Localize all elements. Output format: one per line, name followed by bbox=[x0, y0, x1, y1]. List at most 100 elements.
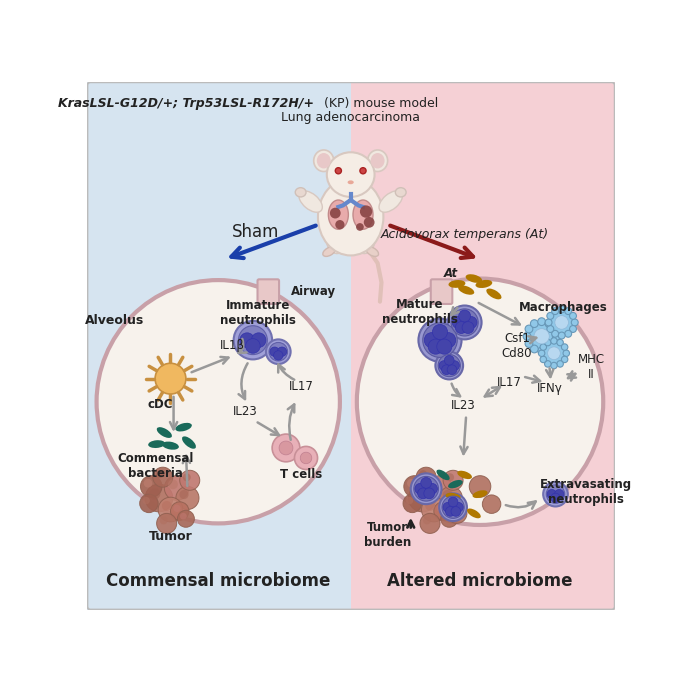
Text: Commensal microbiome: Commensal microbiome bbox=[106, 572, 330, 590]
Circle shape bbox=[357, 279, 603, 525]
Circle shape bbox=[459, 310, 471, 322]
Ellipse shape bbox=[458, 286, 474, 295]
Circle shape bbox=[155, 363, 186, 394]
Circle shape bbox=[447, 503, 467, 523]
Circle shape bbox=[168, 479, 178, 489]
Ellipse shape bbox=[473, 490, 488, 498]
Circle shape bbox=[270, 347, 279, 356]
Circle shape bbox=[439, 486, 462, 510]
Ellipse shape bbox=[323, 247, 336, 256]
Ellipse shape bbox=[379, 191, 402, 212]
Text: IL23: IL23 bbox=[451, 399, 475, 412]
Text: MHC
II: MHC II bbox=[578, 353, 606, 381]
Circle shape bbox=[551, 493, 560, 503]
Circle shape bbox=[456, 321, 467, 334]
Circle shape bbox=[437, 339, 452, 354]
Circle shape bbox=[555, 490, 564, 499]
Ellipse shape bbox=[366, 247, 379, 256]
Circle shape bbox=[543, 482, 568, 506]
Circle shape bbox=[547, 347, 560, 360]
Circle shape bbox=[149, 488, 160, 499]
Circle shape bbox=[416, 467, 436, 487]
Circle shape bbox=[538, 350, 545, 356]
Circle shape bbox=[272, 434, 300, 462]
Circle shape bbox=[551, 362, 557, 369]
Circle shape bbox=[534, 329, 549, 344]
Text: Tumor
burden: Tumor burden bbox=[364, 521, 411, 549]
Circle shape bbox=[525, 340, 533, 347]
Circle shape bbox=[364, 217, 375, 227]
Circle shape bbox=[421, 497, 446, 522]
Text: Immature
neutrophils: Immature neutrophils bbox=[221, 299, 296, 327]
Circle shape bbox=[530, 345, 538, 353]
Circle shape bbox=[140, 475, 162, 497]
Ellipse shape bbox=[314, 150, 334, 171]
Circle shape bbox=[155, 470, 164, 478]
Circle shape bbox=[443, 502, 453, 512]
Circle shape bbox=[423, 516, 431, 525]
Circle shape bbox=[448, 306, 482, 339]
Ellipse shape bbox=[327, 152, 375, 197]
Circle shape bbox=[482, 495, 501, 513]
Text: Mature
neutrophils: Mature neutrophils bbox=[382, 298, 458, 325]
Ellipse shape bbox=[486, 288, 501, 299]
Circle shape bbox=[547, 325, 553, 332]
Circle shape bbox=[144, 479, 152, 488]
Circle shape bbox=[551, 338, 557, 344]
Circle shape bbox=[545, 319, 552, 326]
Circle shape bbox=[432, 325, 447, 340]
Text: (KP) mouse model: (KP) mouse model bbox=[316, 97, 438, 110]
Ellipse shape bbox=[328, 200, 349, 229]
Circle shape bbox=[158, 497, 183, 522]
Circle shape bbox=[360, 168, 366, 174]
Circle shape bbox=[295, 447, 318, 469]
Circle shape bbox=[546, 485, 564, 503]
Circle shape bbox=[173, 505, 181, 512]
FancyBboxPatch shape bbox=[431, 279, 452, 304]
Circle shape bbox=[562, 356, 568, 362]
Circle shape bbox=[551, 340, 558, 347]
Circle shape bbox=[164, 475, 189, 500]
Text: Csf1
Cd80: Csf1 Cd80 bbox=[501, 332, 532, 360]
Circle shape bbox=[421, 477, 432, 488]
Ellipse shape bbox=[436, 470, 449, 480]
Circle shape bbox=[425, 501, 435, 511]
Text: Extravasating
neutrophils: Extravasating neutrophils bbox=[540, 478, 632, 506]
Circle shape bbox=[404, 475, 425, 497]
Circle shape bbox=[335, 168, 341, 174]
FancyBboxPatch shape bbox=[88, 82, 351, 610]
Circle shape bbox=[445, 356, 454, 365]
Ellipse shape bbox=[371, 153, 384, 169]
Ellipse shape bbox=[162, 442, 179, 450]
Text: IL17: IL17 bbox=[497, 376, 522, 389]
Circle shape bbox=[234, 321, 272, 360]
Text: Lung adenocarcinoma: Lung adenocarcinoma bbox=[281, 111, 420, 124]
Circle shape bbox=[545, 339, 551, 346]
Circle shape bbox=[434, 502, 452, 521]
Text: Tumor: Tumor bbox=[149, 530, 192, 543]
Circle shape bbox=[443, 471, 463, 490]
Circle shape bbox=[269, 342, 288, 361]
Circle shape bbox=[279, 441, 293, 455]
Text: KrasLSL-G12D/+; Trp53LSL-R172H/+: KrasLSL-G12D/+; Trp53LSL-R172H/+ bbox=[58, 97, 314, 110]
Text: Altered microbiome: Altered microbiome bbox=[387, 572, 573, 590]
Circle shape bbox=[300, 452, 312, 464]
Circle shape bbox=[547, 490, 556, 499]
Circle shape bbox=[442, 365, 451, 375]
Ellipse shape bbox=[475, 280, 493, 288]
Circle shape bbox=[523, 332, 531, 340]
Text: Sham: Sham bbox=[232, 223, 279, 241]
Circle shape bbox=[171, 502, 189, 521]
Circle shape bbox=[551, 308, 558, 314]
Circle shape bbox=[157, 513, 177, 534]
Circle shape bbox=[446, 473, 454, 482]
Circle shape bbox=[145, 484, 173, 512]
Text: cDC: cDC bbox=[148, 397, 173, 410]
Circle shape bbox=[432, 479, 441, 489]
Circle shape bbox=[447, 365, 457, 375]
Circle shape bbox=[420, 513, 440, 534]
Circle shape bbox=[448, 497, 458, 507]
Circle shape bbox=[335, 220, 345, 229]
Text: Macrophages: Macrophages bbox=[519, 301, 608, 314]
Circle shape bbox=[251, 333, 266, 347]
